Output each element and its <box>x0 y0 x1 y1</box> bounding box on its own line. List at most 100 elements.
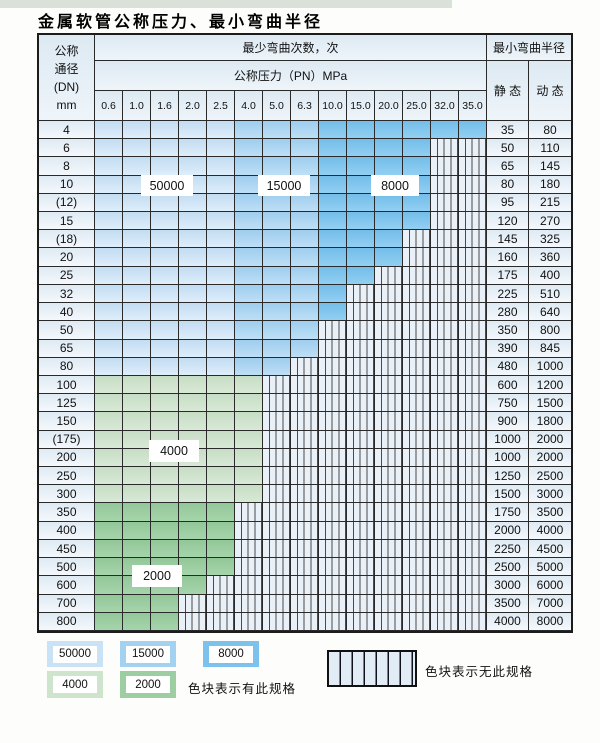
no-spec-cell <box>319 521 347 540</box>
spec-cell <box>291 339 319 358</box>
no-spec-cell <box>375 339 403 358</box>
no-spec-cell <box>319 375 347 395</box>
spec-cell <box>235 430 263 449</box>
no-spec-cell <box>431 612 459 631</box>
no-spec-cell <box>263 412 291 431</box>
spec-cell <box>347 212 375 231</box>
spec-cell <box>123 284 151 304</box>
spec-cell <box>179 303 207 322</box>
spec-cell <box>347 248 375 267</box>
spec-cell <box>263 193 291 213</box>
no-spec-cell <box>431 321 459 340</box>
no-spec-cell <box>459 594 487 613</box>
no-spec-cell <box>263 558 291 577</box>
spec-cell <box>179 284 207 304</box>
dn-cell: 65 <box>39 339 95 358</box>
dn-cell: 10 <box>39 175 95 194</box>
no-spec-cell <box>207 576 235 595</box>
spec-cell <box>179 357 207 376</box>
spec-cell <box>263 303 291 322</box>
no-spec-cell <box>319 503 347 522</box>
no-spec-cell <box>431 212 459 231</box>
spec-cell <box>123 230 151 249</box>
no-spec-cell <box>375 467 403 486</box>
spec-cell <box>95 394 123 413</box>
spec-cell <box>403 193 431 213</box>
spec-cell <box>95 430 123 449</box>
legend-swatch-label: 8000 <box>209 645 253 663</box>
no-spec-cell <box>347 576 375 595</box>
spec-cell <box>207 175 235 194</box>
spec-cell <box>347 121 375 140</box>
no-spec-cell <box>431 375 459 395</box>
pressure-value-header: 1.0 <box>123 91 151 121</box>
no-spec-cell <box>347 412 375 431</box>
spec-cell <box>151 339 179 358</box>
dynamic-value: 510 <box>529 284 571 304</box>
no-spec-cell <box>403 321 431 340</box>
dn-cell: 125 <box>39 394 95 413</box>
bend-cycles-header: 最少弯曲次数，次 <box>95 35 487 61</box>
dynamic-value: 7000 <box>529 594 571 613</box>
static-value: 175 <box>487 266 529 285</box>
spec-cell <box>347 266 375 285</box>
static-value: 4000 <box>487 612 529 631</box>
spec-cell <box>151 157 179 176</box>
pressure-value-header: 1.6 <box>151 91 179 121</box>
spec-cell <box>95 539 123 559</box>
spec-cell <box>123 248 151 267</box>
spec-cell <box>179 485 207 504</box>
spec-cell <box>319 157 347 176</box>
spec-cell <box>179 375 207 395</box>
spec-cell <box>319 266 347 285</box>
no-spec-cell <box>347 357 375 376</box>
spec-cell <box>95 485 123 504</box>
dn-cell: (175) <box>39 430 95 449</box>
dynamic-value: 4000 <box>529 521 571 540</box>
no-spec-cell <box>319 594 347 613</box>
spec-cell <box>263 339 291 358</box>
spec-cell <box>151 284 179 304</box>
no-spec-cell <box>319 339 347 358</box>
no-spec-cell <box>375 430 403 449</box>
no-spec-cell <box>319 576 347 595</box>
no-spec-cell <box>431 284 459 304</box>
no-spec-cell <box>431 157 459 176</box>
dynamic-value: 1500 <box>529 394 571 413</box>
spec-cell <box>319 284 347 304</box>
static-value: 225 <box>487 284 529 304</box>
spec-cell <box>319 139 347 158</box>
spec-cell <box>263 157 291 176</box>
no-spec-cell <box>459 321 487 340</box>
spec-cell <box>291 139 319 158</box>
no-spec-cell <box>403 266 431 285</box>
no-spec-cell <box>235 521 263 540</box>
dn-header-line: 通径 <box>54 61 79 76</box>
no-spec-cell <box>235 594 263 613</box>
spec-cell <box>179 248 207 267</box>
spec-cell <box>207 485 235 504</box>
spec-cell <box>207 539 235 559</box>
spec-cell <box>403 139 431 158</box>
spec-cell <box>179 212 207 231</box>
no-spec-cell <box>375 321 403 340</box>
spec-cell <box>291 157 319 176</box>
spec-cell <box>207 121 235 140</box>
no-spec-cell <box>263 430 291 449</box>
spec-cell <box>179 339 207 358</box>
spec-cell <box>95 375 123 395</box>
legend-swatch-label: 2000 <box>126 676 170 693</box>
spec-cell <box>375 121 403 140</box>
no-spec-cell <box>347 284 375 304</box>
dn-header-line: 公称 <box>54 43 79 58</box>
legend-swatch-label: 15000 <box>126 645 170 663</box>
spec-cell <box>179 503 207 522</box>
spec-cell <box>235 303 263 322</box>
spec-cell <box>235 230 263 249</box>
no-spec-cell <box>459 485 487 504</box>
spec-cell <box>151 139 179 158</box>
no-spec-cell <box>403 430 431 449</box>
no-spec-cell <box>319 558 347 577</box>
spec-cell <box>123 594 151 613</box>
spec-cell <box>235 193 263 213</box>
